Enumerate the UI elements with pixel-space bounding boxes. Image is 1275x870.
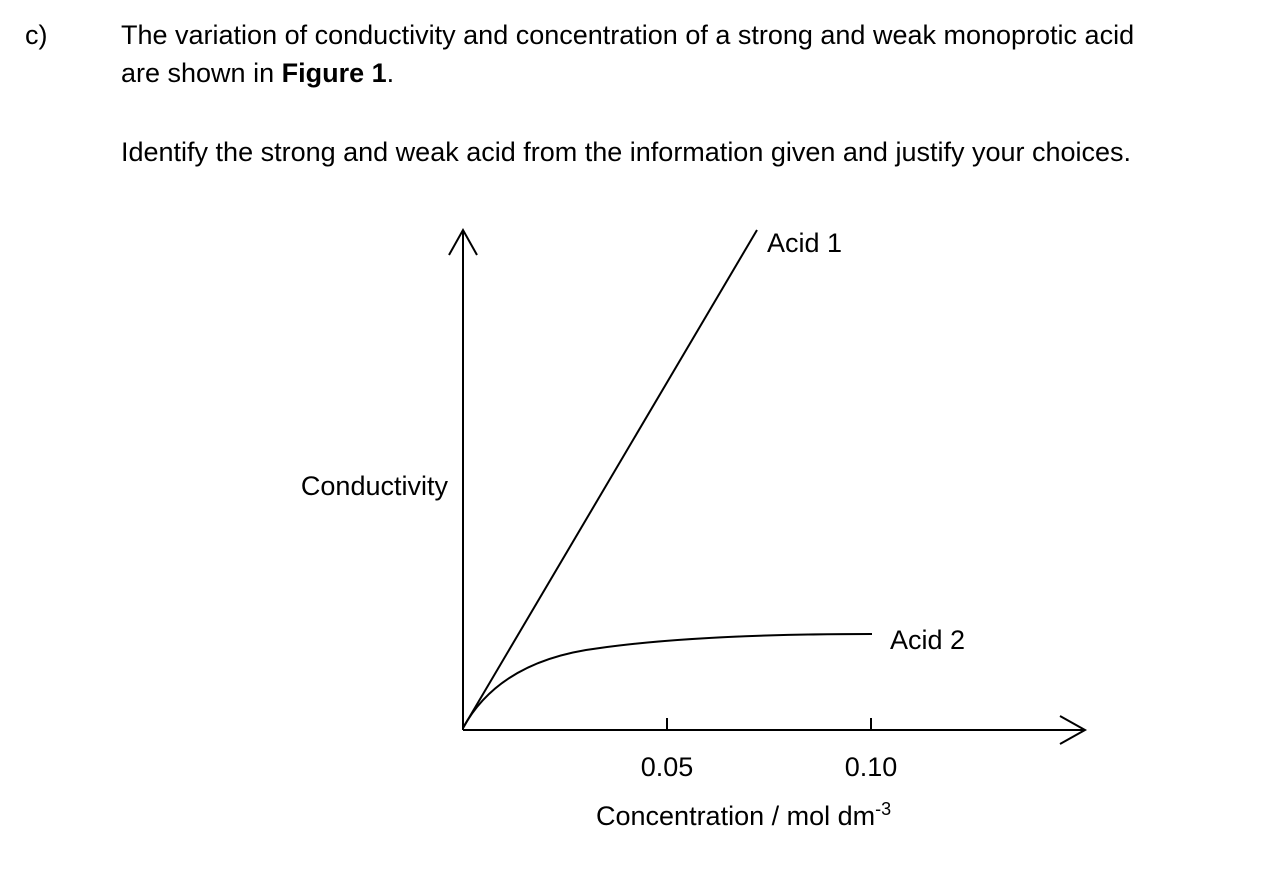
- x-tick-label: 0.05: [641, 752, 694, 782]
- x-label-text: Concentration / mol dm: [596, 801, 875, 831]
- curve-label: Acid 2: [890, 625, 965, 655]
- intro-line: are shown in Figure 1.: [121, 58, 394, 89]
- x-tick-label: 0.10: [845, 752, 898, 782]
- question-label: c): [25, 20, 48, 50]
- intro-text: are shown in: [121, 58, 282, 88]
- curve-label: Acid 1: [767, 228, 842, 258]
- instruction: Identify the strong and weak acid from t…: [121, 137, 1132, 167]
- x-label: Concentration / mol dm-3: [596, 799, 891, 831]
- x-arrow: [1059, 715, 1088, 745]
- x-label-sup: -3: [875, 799, 891, 819]
- intro-line: The variation of conductivity and concen…: [121, 20, 1135, 50]
- y-label: Conductivity: [301, 471, 449, 501]
- y-arrow: [448, 227, 478, 256]
- intro-text: .: [386, 58, 395, 88]
- acid-2-curve: [462, 633, 873, 729]
- figure-ref: Figure 1: [281, 58, 387, 88]
- acid-1-line: [462, 229, 758, 729]
